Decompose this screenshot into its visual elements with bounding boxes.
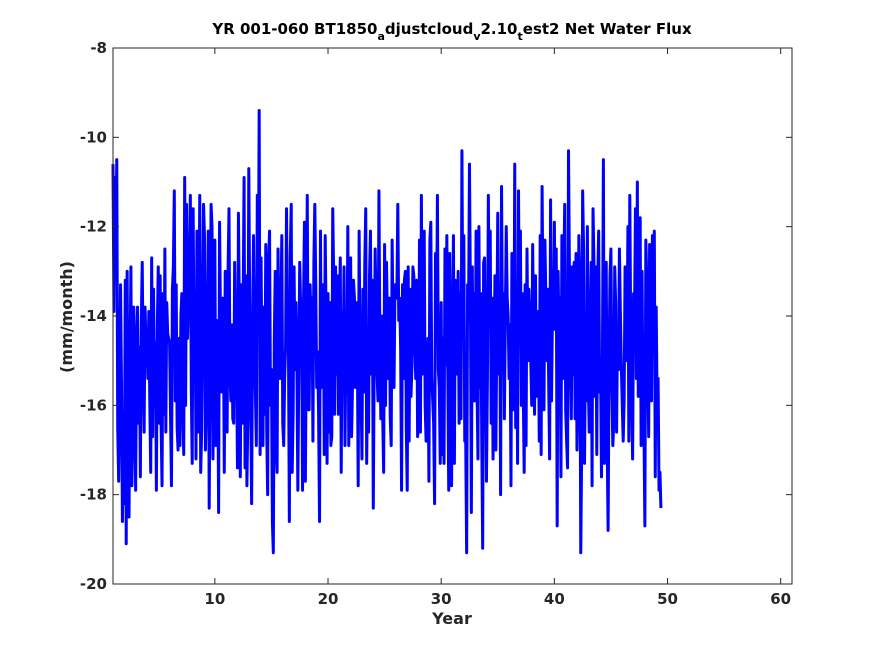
y-tick-label: -16 — [80, 396, 107, 414]
y-axis: -20 -18 -16 -14 -12 -10 -8 — [80, 39, 792, 593]
y-axis-label: (mm/month) — [57, 261, 76, 373]
x-tick-label: 30 — [431, 590, 452, 608]
x-axis: 10 20 30 40 50 60 — [204, 48, 791, 608]
y-tick-label: -18 — [80, 486, 107, 504]
y-tick-label: -8 — [90, 39, 107, 57]
x-axis-label: Year — [431, 609, 472, 628]
x-tick-label: 50 — [657, 590, 678, 608]
y-tick-label: -20 — [80, 575, 107, 593]
x-tick-label: 20 — [318, 590, 339, 608]
data-series-line — [111, 109, 663, 555]
x-tick-label: 60 — [770, 590, 791, 608]
y-tick-label: -12 — [80, 218, 107, 236]
x-tick-label: 10 — [204, 590, 225, 608]
y-tick-label: -14 — [80, 307, 107, 325]
x-tick-label: 40 — [544, 590, 565, 608]
y-tick-label: -10 — [80, 128, 107, 146]
chart-title: YR 001-060 BT1850adjustcloudv2.10test2 N… — [211, 20, 692, 43]
